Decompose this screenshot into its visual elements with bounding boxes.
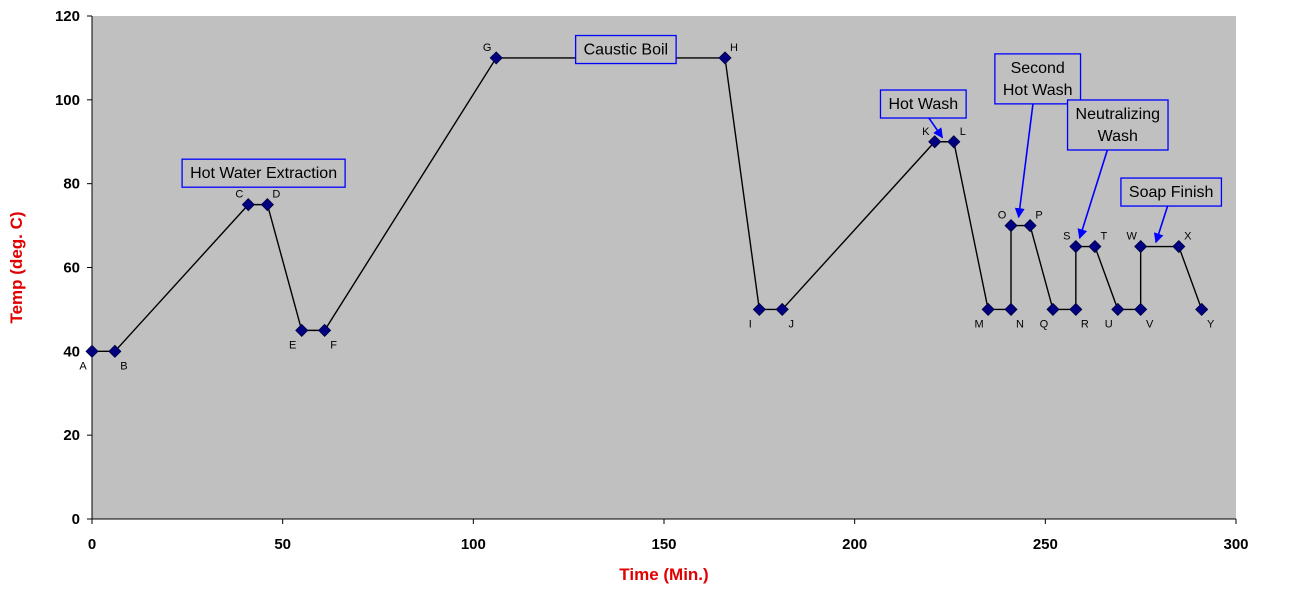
marker-n — [1004, 302, 1018, 316]
point-label-j: J — [788, 318, 794, 330]
annotation-text: Hot Water Extraction — [190, 165, 337, 182]
marker-h — [718, 51, 732, 65]
point-label-i: I — [749, 318, 752, 330]
annotations: Hot Water Extraction Caustic Boil Hot Wash… — [181, 34, 1223, 244]
marker-a — [85, 344, 99, 358]
x-tick-label: 300 — [1223, 536, 1248, 553]
annotation-box — [574, 34, 677, 65]
marker-o — [1004, 219, 1018, 233]
data-markers — [85, 51, 1209, 358]
y-tick-label: 100 — [55, 92, 80, 109]
marker-g — [489, 51, 503, 65]
y-tick-label: 0 — [72, 511, 80, 528]
axes — [87, 15, 1237, 524]
point-label-s: S — [1063, 231, 1070, 243]
annotation-text: Soap Finish — [1129, 184, 1214, 201]
marker-r — [1069, 302, 1083, 316]
x-tick-label: 200 — [842, 536, 867, 553]
x-tick-label: 100 — [461, 536, 486, 553]
annotation-arrow — [1014, 88, 1036, 219]
marker-d — [260, 198, 274, 212]
annotation-text: Second — [1011, 60, 1065, 77]
annotation-arrow — [1153, 201, 1170, 244]
annotation-text: Hot Wash — [1003, 82, 1073, 99]
y-tick-label: 80 — [63, 176, 80, 193]
marker-j — [775, 302, 789, 316]
point-labels: A B C D E F G H I J K L M N O P Q R S T U V W X Y — [79, 42, 1215, 372]
point-label-h: H — [730, 42, 738, 54]
point-label-p: P — [1035, 210, 1042, 222]
marker-l — [947, 135, 961, 149]
marker-c — [241, 198, 255, 212]
y-tick-label: 60 — [63, 260, 80, 277]
point-label-m: M — [975, 318, 984, 330]
point-label-g: G — [483, 42, 492, 54]
x-tick-label: 50 — [274, 536, 291, 553]
marker-u — [1111, 302, 1125, 316]
x-tick-label: 150 — [651, 536, 676, 553]
marker-b — [108, 344, 122, 358]
annotation-box — [879, 89, 967, 119]
marker-t — [1088, 239, 1102, 254]
marker-s — [1069, 239, 1083, 254]
point-label-c: C — [235, 189, 243, 201]
annotation-2: Hot Wash — [879, 89, 967, 139]
point-label-y: Y — [1207, 318, 1215, 330]
y-tick-label: 20 — [63, 427, 80, 444]
annotation-box — [181, 158, 346, 188]
x-tick-label: 250 — [1033, 536, 1058, 553]
point-label-t: T — [1101, 231, 1108, 243]
point-label-f: F — [330, 339, 337, 351]
annotation-text: Neutralizing — [1076, 106, 1160, 123]
annotation-box — [994, 53, 1082, 105]
point-label-r: R — [1081, 318, 1089, 330]
point-label-u: U — [1105, 318, 1113, 330]
point-label-d: D — [272, 189, 280, 201]
marker-q — [1046, 302, 1060, 316]
marker-e — [295, 323, 309, 337]
annotation-5: Soap Finish — [1120, 177, 1223, 244]
annotation-3: Second Hot Wash — [994, 53, 1082, 219]
marker-f — [318, 323, 332, 337]
annotation-box — [1066, 99, 1169, 151]
point-label-q: Q — [1040, 318, 1049, 330]
point-label-n: N — [1016, 318, 1024, 330]
annotation-text: Caustic Boil — [584, 42, 668, 59]
annotation-text: Wash — [1098, 128, 1138, 145]
marker-x — [1172, 239, 1186, 254]
point-label-e: E — [289, 339, 296, 351]
marker-p — [1023, 219, 1037, 233]
point-label-w: W — [1126, 231, 1137, 243]
annotation-0: Hot Water Extraction — [181, 158, 346, 188]
point-label-b: B — [120, 360, 127, 372]
point-label-k: K — [922, 126, 930, 138]
annotation-1: Caustic Boil — [574, 34, 677, 65]
marker-m — [981, 302, 995, 316]
y-axis-title: Temp (deg. C) — [7, 211, 26, 323]
marker-y — [1195, 302, 1209, 316]
annotation-box — [1120, 177, 1223, 207]
point-label-o: O — [998, 210, 1007, 222]
x-tick-label: 0 — [88, 536, 96, 553]
x-axis-title: Time (Min.) — [619, 565, 708, 584]
marker-i — [752, 302, 766, 316]
annotation-4: Neutralizing Wash — [1066, 99, 1169, 240]
point-label-x: X — [1184, 231, 1192, 243]
annotation-text: Hot Wash — [888, 96, 958, 113]
marker-v — [1134, 302, 1148, 316]
marker-w — [1134, 239, 1148, 254]
y-tick-label: 120 — [55, 8, 80, 25]
point-label-v: V — [1146, 318, 1154, 330]
point-label-l: L — [960, 126, 966, 138]
tick-labels: 0 20 40 60 80 100 120 0 50 100 150 200 250 300 — [55, 8, 1249, 553]
y-tick-label: 40 — [63, 343, 80, 360]
annotation-arrow — [1077, 134, 1113, 240]
marker-k — [928, 135, 942, 149]
point-label-a: A — [79, 360, 87, 372]
